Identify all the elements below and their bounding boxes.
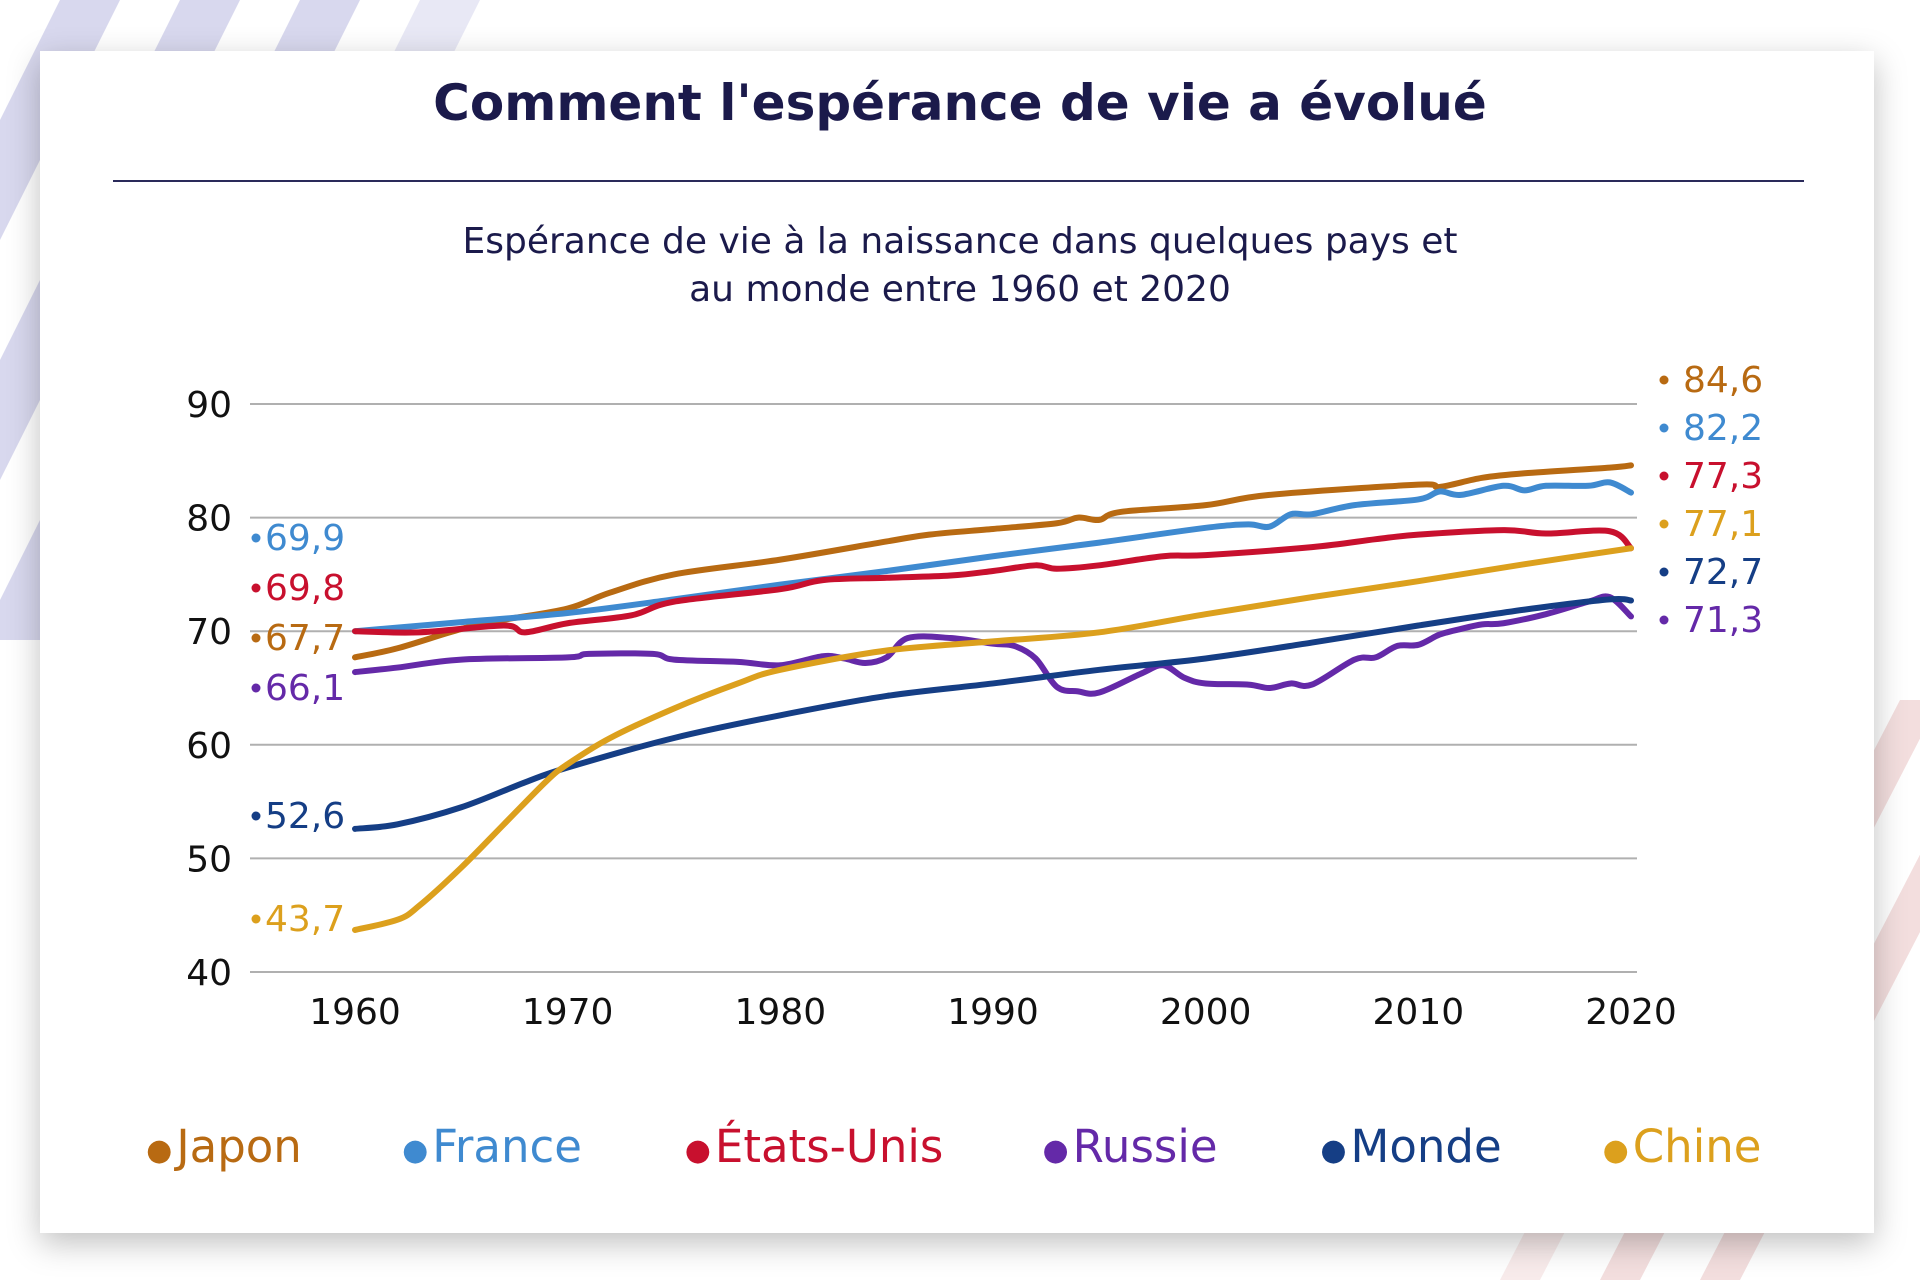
x-tick-label: 1990 bbox=[947, 992, 1039, 1033]
legend-item-Chine: ●Chine bbox=[1603, 1120, 1762, 1173]
legend-item-Monde: ●Monde bbox=[1320, 1120, 1501, 1173]
start-value-label: 67,7 bbox=[265, 618, 345, 659]
start-label-dot bbox=[251, 533, 261, 543]
legend-label: Monde bbox=[1350, 1120, 1502, 1173]
start-label-dot bbox=[251, 683, 261, 693]
legend-dot-icon: ● bbox=[1320, 1132, 1347, 1168]
x-tick-label: 2010 bbox=[1373, 992, 1465, 1033]
legend-dot-icon: ● bbox=[146, 1132, 173, 1168]
legend-item-Russie: ●Russie bbox=[1042, 1120, 1217, 1173]
legend-item-États-Unis: ●États-Unis bbox=[685, 1120, 944, 1173]
legend-dot-icon: ● bbox=[402, 1132, 429, 1168]
start-value-label: 69,9 bbox=[265, 518, 345, 559]
end-label-dot bbox=[1659, 375, 1669, 385]
y-tick-label: 50 bbox=[186, 839, 232, 880]
x-tick-label: 1980 bbox=[735, 992, 827, 1033]
x-tick-label: 1970 bbox=[522, 992, 614, 1033]
start-label-dot bbox=[251, 914, 261, 924]
series-line-Russie bbox=[352, 593, 1634, 697]
y-tick-label: 90 bbox=[186, 385, 232, 426]
y-tick-label: 40 bbox=[186, 953, 232, 994]
series-line-France bbox=[352, 479, 1634, 635]
end-label-dot bbox=[1659, 423, 1669, 433]
series-line-États-Unis bbox=[352, 527, 1634, 636]
start-label-dot bbox=[251, 583, 261, 593]
start-value-label: 69,8 bbox=[265, 568, 345, 609]
x-tick-label: 1960 bbox=[309, 992, 401, 1033]
series-line-Chine bbox=[352, 545, 1634, 933]
end-value-label: 72,7 bbox=[1683, 552, 1763, 593]
legend-item-Japon: ●Japon bbox=[146, 1120, 302, 1173]
series-line-Japon bbox=[352, 462, 1634, 661]
end-label-dot bbox=[1659, 615, 1669, 625]
start-label-dot bbox=[251, 811, 261, 821]
start-value-label: 66,1 bbox=[265, 668, 345, 709]
legend-label: États-Unis bbox=[714, 1120, 944, 1173]
end-label-dot bbox=[1659, 519, 1669, 529]
x-tick-label: 2020 bbox=[1585, 992, 1677, 1033]
legend-item-France: ●France bbox=[402, 1120, 582, 1173]
start-value-label: 52,6 bbox=[265, 796, 345, 837]
legend-dot-icon: ● bbox=[1602, 1132, 1629, 1168]
series-line-Monde bbox=[352, 595, 1634, 832]
start-label-dot bbox=[251, 633, 261, 643]
chart-subtitle: Espérance de vie à la naissance dans que… bbox=[0, 218, 1920, 314]
page-title: Comment l'espérance de vie a évolué bbox=[433, 74, 1487, 132]
subtitle-line-1: Espérance de vie à la naissance dans que… bbox=[462, 221, 1458, 262]
legend-label: Japon bbox=[176, 1120, 302, 1173]
y-tick-label: 70 bbox=[186, 612, 232, 653]
end-value-label: 71,3 bbox=[1683, 600, 1763, 641]
legend-dot-icon: ● bbox=[684, 1132, 711, 1168]
legend-dot-icon: ● bbox=[1042, 1132, 1069, 1168]
legend-label: France bbox=[432, 1120, 582, 1173]
subtitle-line-2: au monde entre 1960 et 2020 bbox=[689, 269, 1231, 310]
start-value-label: 43,7 bbox=[265, 899, 345, 940]
end-value-label: 77,1 bbox=[1683, 504, 1763, 545]
end-value-label: 84,6 bbox=[1683, 360, 1763, 401]
y-tick-label: 60 bbox=[186, 726, 232, 767]
end-label-dot bbox=[1659, 567, 1669, 577]
title-divider bbox=[113, 180, 1804, 182]
end-label-dot bbox=[1659, 471, 1669, 481]
legend-label: Chine bbox=[1632, 1120, 1762, 1173]
y-tick-label: 80 bbox=[186, 499, 232, 540]
end-value-label: 77,3 bbox=[1683, 456, 1763, 497]
x-tick-label: 2000 bbox=[1160, 992, 1252, 1033]
end-value-label: 82,2 bbox=[1683, 408, 1763, 449]
legend-label: Russie bbox=[1072, 1120, 1218, 1173]
